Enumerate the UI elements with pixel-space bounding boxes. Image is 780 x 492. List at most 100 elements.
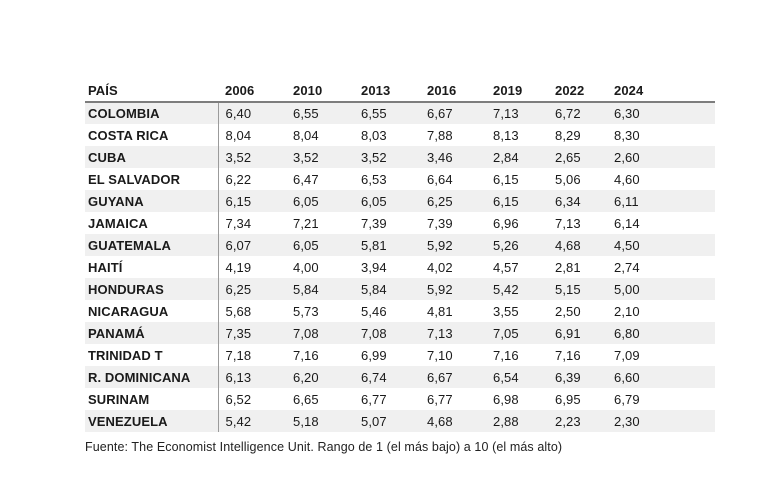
country-cell: CUBA (85, 146, 219, 168)
value-cell: 3,94 (361, 259, 387, 275)
value-cell: 2,88 (493, 413, 519, 429)
value-cell: 6,52 (225, 391, 252, 407)
value-cell: 8,30 (614, 127, 640, 143)
value-cell: 6,74 (361, 369, 387, 385)
value-cell: 5,07 (361, 413, 387, 429)
value-cell: 6,77 (361, 391, 387, 407)
table-row: COLOMBIA 6,40 6,55 6,55 6,67 7,13 6,72 6,30 (85, 102, 715, 124)
country-cell: PANAMÁ (85, 322, 219, 344)
col-header-year: 2010 (286, 79, 354, 103)
value-cell: 6,96 (493, 215, 519, 231)
value-cell: 6,60 (614, 369, 640, 385)
value-cell: 6,54 (493, 369, 519, 385)
value-cell: 6,64 (427, 171, 453, 187)
value-cell: 3,52 (293, 149, 319, 165)
value-cell: 6,91 (555, 325, 581, 341)
value-cell: 2,60 (614, 149, 640, 165)
value-cell: 7,08 (293, 325, 319, 341)
col-header-year: 2019 (486, 79, 548, 103)
value-cell: 6,72 (555, 106, 581, 121)
value-cell: 7,10 (427, 347, 453, 363)
value-cell: 3,52 (225, 149, 252, 165)
value-cell: 6,67 (427, 369, 453, 385)
value-cell: 4,57 (493, 259, 519, 275)
col-header-country: PAÍS (85, 79, 218, 103)
value-cell: 5,84 (361, 281, 387, 297)
value-cell: 6,30 (614, 106, 640, 121)
value-cell: 6,05 (361, 193, 387, 209)
country-cell: GUYANA (85, 190, 219, 212)
value-cell: 2,50 (555, 303, 581, 319)
value-cell: 7,13 (555, 215, 581, 231)
value-cell: 6,14 (614, 215, 640, 231)
table-body: COLOMBIA 6,40 6,55 6,55 6,67 7,13 6,72 6,30 COST… (85, 102, 715, 432)
value-cell: 6,67 (427, 106, 453, 121)
value-cell: 4,50 (614, 237, 640, 253)
value-cell: 6,15 (225, 193, 252, 209)
value-cell: 7,39 (427, 215, 453, 231)
value-cell: 7,34 (225, 215, 252, 231)
value-cell: 6,07 (225, 237, 252, 253)
value-cell: 6,05 (293, 193, 319, 209)
value-cell: 5,92 (427, 281, 453, 297)
country-cell: VENEZUELA (85, 410, 219, 432)
table-row: SURINAM 6,52 6,65 6,77 6,77 6,98 6,95 6,79 (85, 388, 715, 410)
value-cell: 5,06 (555, 171, 581, 187)
table-row: TRINIDAD T 7,18 7,16 6,99 7,10 7,16 7,16 7,09 (85, 344, 715, 366)
country-cell: HAITÍ (85, 256, 219, 278)
value-cell: 7,08 (361, 325, 387, 341)
value-cell: 7,05 (493, 325, 519, 341)
value-cell: 4,68 (427, 413, 453, 429)
value-cell: 8,04 (293, 127, 319, 143)
table-row: NICARAGUA 5,68 5,73 5,46 4,81 3,55 2,50 2,10 (85, 300, 715, 322)
value-cell: 5,15 (555, 281, 581, 297)
value-cell: 6,47 (293, 171, 319, 187)
value-cell: 7,39 (361, 215, 387, 231)
value-cell: 7,35 (225, 325, 252, 341)
value-cell: 6,25 (427, 193, 453, 209)
table-row: EL SALVADOR 6,22 6,47 6,53 6,64 6,15 5,06 4,60 (85, 168, 715, 190)
value-cell: 4,19 (225, 259, 252, 275)
value-cell: 6,25 (225, 281, 252, 297)
col-header-year: 2006 (218, 79, 286, 103)
value-cell: 5,84 (293, 281, 319, 297)
value-cell: 5,18 (293, 413, 319, 429)
value-cell: 6,98 (493, 391, 519, 407)
country-cell: R. DOMINICANA (85, 366, 219, 388)
value-cell: 6,11 (614, 193, 639, 209)
value-cell: 6,39 (555, 369, 581, 385)
value-cell: 8,03 (361, 127, 387, 143)
value-cell: 5,92 (427, 237, 453, 253)
value-cell: 7,16 (293, 347, 319, 363)
source-note: Fuente: The Economist Intelligence Unit.… (85, 440, 563, 454)
table-row: VENEZUELA 5,42 5,18 5,07 4,68 2,88 2,23 2,30 (85, 410, 715, 432)
value-cell: 6,34 (555, 193, 581, 209)
value-cell: 4,00 (293, 259, 319, 275)
value-cell: 6,13 (225, 369, 252, 385)
value-cell: 4,60 (614, 171, 640, 187)
value-cell: 8,29 (555, 127, 581, 143)
header-row: PAÍS 2006 2010 2013 2016 2019 2022 2024 (85, 79, 715, 103)
value-cell: 6,95 (555, 391, 581, 407)
value-cell: 7,13 (427, 325, 453, 341)
col-header-year: 2024 (607, 79, 715, 103)
value-cell: 7,09 (614, 347, 640, 363)
value-cell: 6,65 (293, 391, 319, 407)
value-cell: 6,99 (361, 347, 387, 363)
country-cell: TRINIDAD T (85, 344, 219, 366)
value-cell: 2,30 (614, 413, 640, 429)
country-cell: COLOMBIA (85, 102, 219, 124)
value-cell: 7,16 (493, 347, 519, 363)
value-cell: 5,73 (293, 303, 319, 319)
table-row: HONDURAS 6,25 5,84 5,84 5,92 5,42 5,15 5,00 (85, 278, 715, 300)
value-cell: 5,46 (361, 303, 387, 319)
value-cell: 6,40 (225, 106, 252, 121)
country-cell: COSTA RICA (85, 124, 219, 146)
value-cell: 4,02 (427, 259, 453, 275)
value-cell: 2,81 (555, 259, 581, 275)
value-cell: 6,15 (493, 171, 519, 187)
country-cell: GUATEMALA (85, 234, 219, 256)
country-cell: NICARAGUA (85, 300, 219, 322)
country-cell: EL SALVADOR (85, 168, 219, 190)
